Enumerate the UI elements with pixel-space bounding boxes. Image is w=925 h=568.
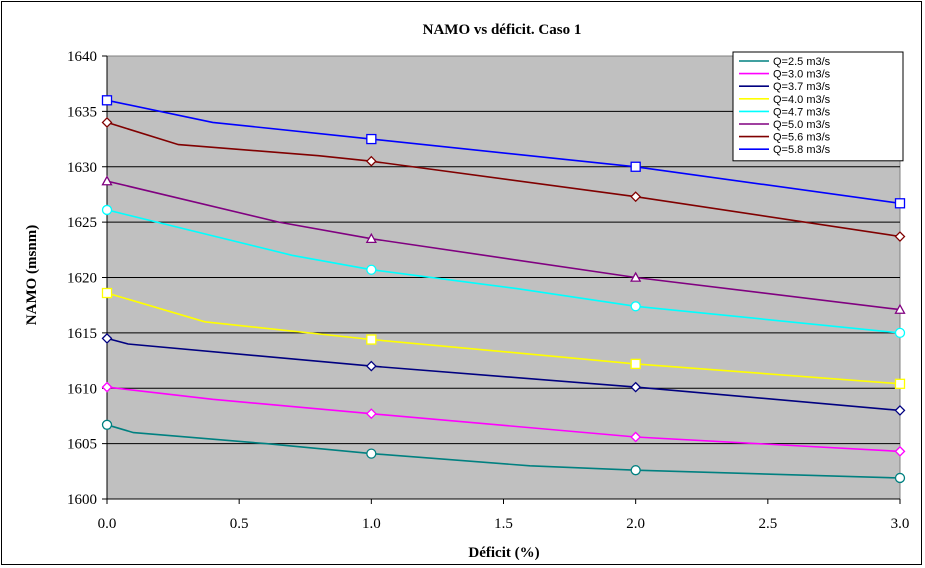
- data-point: [894, 327, 906, 339]
- data-point: [101, 419, 113, 430]
- data-point: [894, 231, 906, 242]
- data-point: [101, 117, 113, 128]
- y-tick-label: 1605: [67, 437, 97, 453]
- y-tick-label: 1635: [67, 104, 97, 120]
- y-tick-label: 1625: [67, 215, 97, 231]
- series-7: [101, 117, 906, 242]
- x-tick-label: 3.0: [891, 516, 910, 532]
- data-point: [365, 232, 377, 243]
- legend-label: Q=4.0 m3/s: [773, 94, 831, 106]
- series-2: [101, 381, 906, 457]
- data-point: [630, 161, 641, 172]
- y-tick-label: 1610: [67, 381, 97, 397]
- data-point: [101, 95, 113, 106]
- data-point: [894, 472, 906, 484]
- x-tick-label: 2.5: [758, 516, 777, 532]
- x-tick-label: 1.0: [362, 516, 381, 532]
- data-point: [894, 378, 906, 389]
- x-tick-label: 0.0: [98, 516, 117, 532]
- y-tick-label: 1615: [67, 326, 97, 342]
- legend: Q=2.5 m3/sQ=3.0 m3/sQ=3.7 m3/sQ=4.0 m3/s…: [732, 51, 904, 162]
- data-point: [894, 303, 906, 314]
- data-point: [101, 381, 113, 393]
- data-point: [366, 133, 377, 145]
- data-point: [630, 191, 642, 203]
- legend-label: Q=5.8 m3/s: [773, 144, 831, 156]
- data-point: [365, 408, 377, 420]
- data-point: [365, 155, 377, 167]
- x-tick-label: 2.0: [626, 516, 645, 532]
- data-point: [630, 271, 642, 282]
- legend-label: Q=3.0 m3/s: [773, 69, 831, 81]
- data-point: [101, 287, 113, 299]
- data-point: [630, 301, 641, 312]
- series-8: [101, 95, 906, 209]
- y-axis-title: NAMO (msnm): [24, 225, 40, 325]
- data-point: [101, 175, 113, 186]
- y-tick-label: 1600: [67, 492, 97, 508]
- series-4: [101, 287, 906, 389]
- series-1: [101, 419, 906, 484]
- legend-label: Q=4.7 m3/s: [773, 106, 831, 118]
- series-6: [101, 175, 906, 314]
- data-point: [101, 332, 113, 344]
- legend-label: Q=5.6 m3/s: [773, 132, 831, 144]
- data-point: [630, 465, 641, 476]
- y-tick-label: 1640: [67, 49, 97, 65]
- data-point: [630, 358, 641, 370]
- series-5: [101, 204, 906, 339]
- data-point: [366, 264, 377, 275]
- data-point: [630, 381, 642, 393]
- series-3: [101, 332, 906, 416]
- data-point: [366, 334, 377, 345]
- legend-label: Q=3.7 m3/s: [773, 81, 831, 93]
- y-tick-label: 1620: [67, 271, 97, 287]
- x-tick-label: 1.5: [494, 516, 513, 532]
- y-tick-label: 1630: [67, 160, 97, 176]
- legend-box: [732, 51, 904, 162]
- data-point: [366, 448, 377, 459]
- data-point: [365, 360, 377, 372]
- x-tick-label: 0.5: [230, 516, 249, 532]
- data-point: [894, 445, 906, 457]
- legend-label: Q=5.0 m3/s: [773, 119, 831, 131]
- chart-title: NAMO vs déficit. Caso 1: [423, 22, 582, 38]
- legend-label: Q=2.5 m3/s: [773, 56, 831, 68]
- x-axis-title: Déficit (%): [468, 545, 539, 561]
- data-point: [630, 431, 642, 443]
- series-line: [106, 121, 901, 238]
- data-point: [894, 404, 906, 416]
- series-line: [106, 209, 901, 334]
- data-point: [894, 198, 906, 209]
- data-point: [101, 204, 113, 216]
